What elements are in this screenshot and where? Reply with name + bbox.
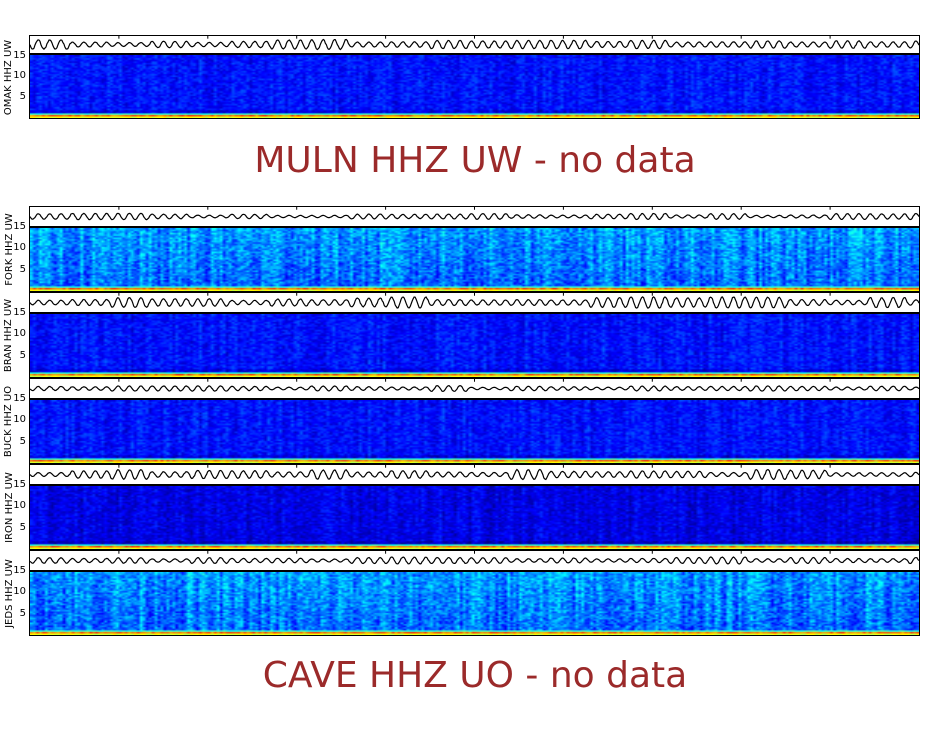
- spectrogram: [29, 313, 920, 378]
- ytick-label: 15: [13, 393, 26, 404]
- ytick-label: 5: [19, 522, 26, 533]
- waveform-line: [30, 297, 919, 308]
- waveform-line: [30, 470, 919, 480]
- spectrogram: [29, 54, 920, 119]
- waveform-trace: [29, 35, 920, 54]
- waveform-line: [30, 386, 919, 392]
- ytick-label: 5: [19, 608, 26, 619]
- nodata-message: MULN HHZ UW - no data: [254, 140, 696, 181]
- waveform-trace: [29, 378, 920, 399]
- ytick-label: 5: [19, 350, 26, 361]
- ytick-label: 15: [13, 565, 26, 576]
- waveform-trace: [29, 206, 920, 227]
- ytick-label: 15: [13, 307, 26, 318]
- spectrogram: [29, 571, 920, 636]
- spectrogram: [29, 485, 920, 550]
- waveform-line: [30, 557, 919, 564]
- waveform-line: [30, 213, 919, 219]
- ytick-label: 10: [13, 500, 26, 511]
- nodata-message: CAVE HHZ UO - no data: [262, 655, 688, 696]
- ytick-label: 10: [13, 586, 26, 597]
- waveform-line: [30, 39, 919, 49]
- ytick-label: 10: [13, 414, 26, 425]
- ytick-label: 5: [19, 436, 26, 447]
- ytick-label: 10: [13, 70, 26, 81]
- ytick-label: 10: [13, 328, 26, 339]
- waveform-trace: [29, 550, 920, 571]
- ytick-label: 5: [19, 264, 26, 275]
- spectrogram: [29, 399, 920, 464]
- ytick-label: 10: [13, 242, 26, 253]
- spectrogram: [29, 227, 920, 292]
- ytick-label: 15: [13, 479, 26, 490]
- ytick-label: 5: [19, 91, 26, 102]
- ytick-label: 15: [13, 50, 26, 61]
- ytick-label: 15: [13, 221, 26, 232]
- waveform-trace: [29, 292, 920, 313]
- waveform-trace: [29, 464, 920, 485]
